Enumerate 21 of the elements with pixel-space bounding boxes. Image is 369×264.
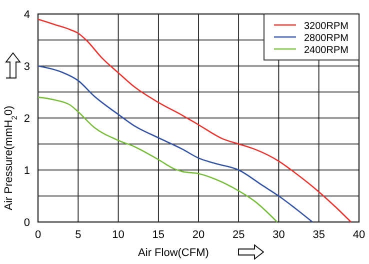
line-series — [37, 65, 314, 223]
x-tick-label: 10 — [112, 229, 124, 241]
x-tick-label: 15 — [152, 229, 164, 241]
x-tick-label: 25 — [232, 229, 245, 241]
y-tick-label: 3 — [24, 61, 30, 73]
x-tick-label: 30 — [272, 229, 285, 241]
y-tick-label: 1 — [24, 165, 30, 177]
x-tick-label: 20 — [192, 229, 205, 241]
line-series — [37, 18, 352, 223]
y-tick-label: 4 — [24, 9, 30, 21]
line-series — [37, 96, 278, 223]
y-tick-label: 2 — [24, 113, 30, 125]
x-tick-label: 35 — [312, 229, 325, 241]
legend-label: 2800RPM — [304, 33, 348, 44]
legend-label: 3200RPM — [304, 21, 348, 32]
x-tick-label: 0 — [34, 229, 42, 241]
x-tick-label: 5 — [75, 229, 82, 241]
legend-label: 2400RPM — [304, 45, 348, 56]
y-tick-label: 0 — [24, 217, 30, 229]
x-tick-label: 40 — [352, 229, 366, 241]
x-axis-title: Air Flow(CFM) — [138, 247, 209, 259]
